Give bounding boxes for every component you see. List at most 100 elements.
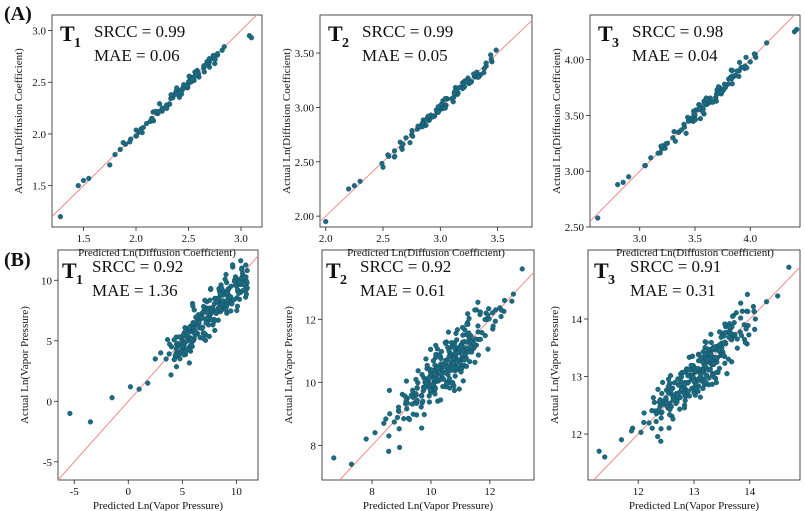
data-point: [742, 340, 748, 346]
data-point: [244, 267, 250, 274]
data-point: [794, 26, 800, 33]
data-point: [379, 160, 385, 167]
y-tick-label: 10: [305, 377, 317, 389]
data-point: [409, 128, 415, 134]
data-point: [413, 391, 419, 397]
data-point: [641, 410, 647, 416]
data-point: [485, 312, 491, 318]
srcc-stat: SRCC = 0.91: [630, 257, 721, 276]
data-point: [683, 130, 689, 136]
data-point: [396, 426, 402, 432]
data-point: [168, 372, 174, 378]
data-point: [243, 291, 249, 297]
data-point: [493, 47, 499, 53]
data-point: [152, 356, 158, 362]
data-point: [681, 124, 688, 130]
data-point: [432, 371, 438, 377]
data-point: [728, 330, 734, 337]
data-point: [467, 359, 473, 365]
data-point: [419, 371, 425, 378]
data-point: [681, 381, 688, 387]
x-axis-label: Predicted Ln(Vapor Pressure): [93, 500, 223, 511]
data-point: [234, 303, 241, 309]
data-point: [236, 296, 243, 302]
data-point: [697, 394, 703, 400]
task-name-subscript: 2: [340, 273, 347, 288]
data-point: [391, 419, 397, 425]
y-tick-label: 2.50: [295, 157, 315, 169]
data-point: [415, 368, 421, 374]
data-point: [424, 362, 430, 369]
data-point: [346, 186, 352, 192]
y-tick-label: 3.00: [295, 102, 315, 114]
y-axis-label: Actual Ln(Vapor Pressure): [549, 306, 561, 424]
x-tick-label: 12: [484, 486, 495, 498]
data-point: [438, 348, 445, 355]
y-axis-label: Actual Ln(Vapor Pressure): [283, 306, 295, 424]
data-point: [510, 291, 516, 297]
data-point: [602, 454, 608, 460]
data-point: [468, 333, 474, 339]
y-tick-label: 4.00: [565, 55, 585, 67]
x-tick-label: 14: [744, 486, 756, 498]
data-point: [728, 337, 735, 343]
data-point: [67, 410, 73, 417]
data-point: [649, 425, 655, 431]
data-point: [348, 461, 355, 467]
data-point: [179, 344, 185, 350]
data-point: [746, 332, 752, 338]
x-tick-label: 2.5: [182, 233, 196, 245]
data-point: [703, 339, 709, 346]
data-point: [764, 40, 770, 46]
data-point: [418, 404, 424, 410]
y-tick-label: 13: [571, 372, 583, 384]
data-point: [386, 433, 392, 439]
data-point: [212, 61, 218, 67]
x-axis-label: Predicted Ln(Vapor Pressure): [363, 500, 493, 511]
data-point: [489, 310, 496, 316]
y-tick-label: 8: [311, 440, 317, 452]
data-point: [236, 279, 242, 285]
data-point: [736, 59, 743, 65]
data-point: [626, 174, 632, 180]
data-point: [501, 297, 508, 304]
data-point: [710, 345, 717, 351]
data-point: [739, 308, 745, 314]
mae-stat: MAE = 0.04: [632, 46, 718, 65]
data-point: [414, 397, 420, 403]
task-name-subscript: 3: [612, 36, 619, 51]
data-point: [372, 430, 378, 436]
data-point: [730, 313, 736, 319]
data-point: [219, 285, 225, 291]
data-point: [437, 397, 444, 403]
x-tick-label: 0: [126, 486, 132, 498]
chart-B2: 8 10 12 8 10 12 Predicted Ln(Vapor Pressure) Ac…: [283, 249, 535, 511]
data-point: [414, 385, 420, 391]
data-point: [472, 307, 478, 313]
data-point: [189, 76, 195, 82]
data-point: [205, 309, 211, 315]
data-point: [642, 162, 648, 169]
data-point: [705, 346, 711, 352]
data-point: [443, 359, 449, 365]
data-point: [423, 356, 429, 362]
data-point: [438, 371, 444, 377]
data-point: [716, 365, 723, 372]
task-name: T: [326, 258, 341, 283]
data-point: [87, 419, 94, 425]
data-point: [177, 334, 183, 340]
data-point: [483, 60, 489, 66]
data-point: [488, 56, 494, 62]
data-point: [186, 324, 193, 331]
data-point: [752, 316, 758, 322]
data-point: [745, 308, 751, 315]
data-point: [498, 313, 504, 320]
x-tick-label: 10: [231, 486, 243, 498]
data-point: [711, 360, 717, 367]
x-tick-label: 3.0: [633, 233, 647, 245]
data-point: [185, 331, 191, 338]
data-point: [659, 390, 665, 397]
